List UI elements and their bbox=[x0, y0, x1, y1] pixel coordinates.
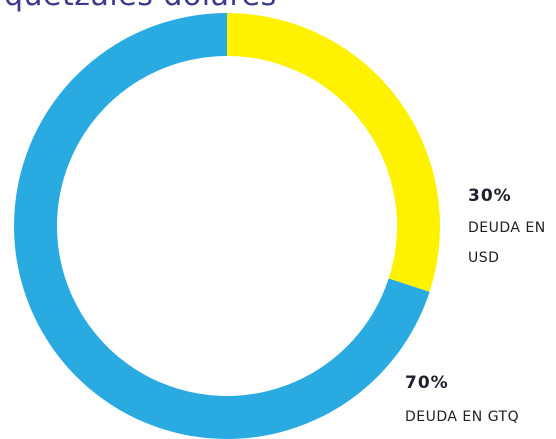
category-label: DEUDA EN GTQ bbox=[405, 409, 520, 425]
value-label: 70% bbox=[405, 373, 449, 393]
chart-title: quetzales dólares bbox=[4, 0, 277, 13]
donut-slice bbox=[227, 13, 440, 292]
value-label: 30% bbox=[468, 186, 512, 206]
category-label: DEUDA EN USD bbox=[468, 220, 546, 266]
